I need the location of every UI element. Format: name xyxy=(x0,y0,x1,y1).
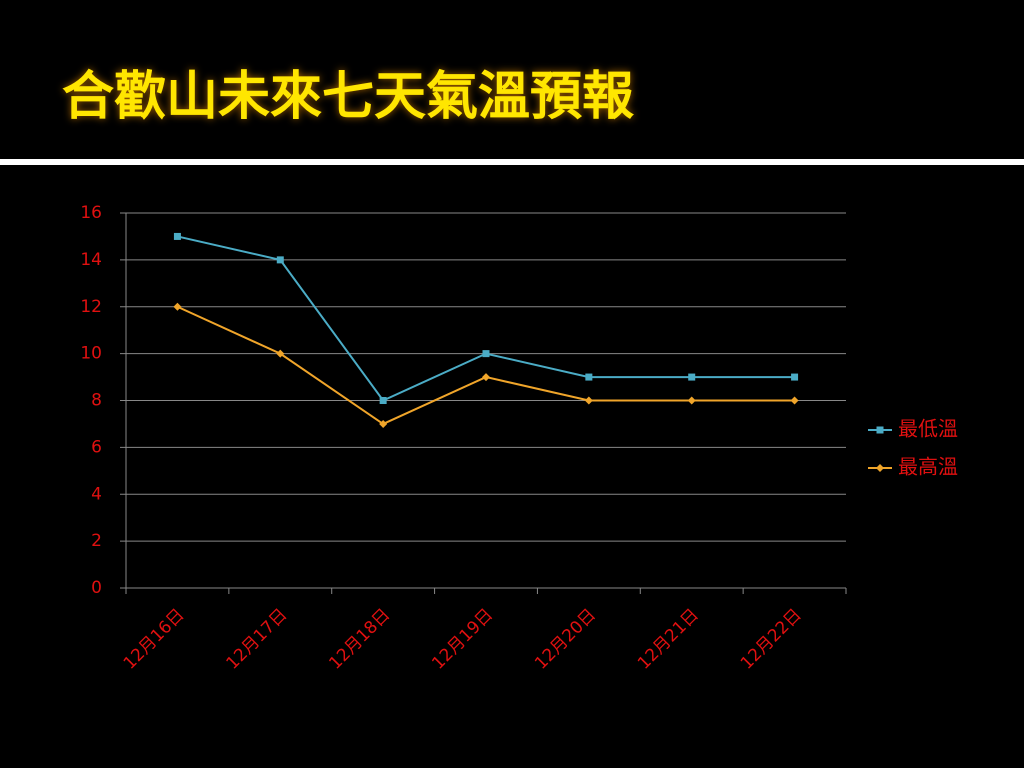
point-marker xyxy=(379,419,388,428)
point-marker xyxy=(482,373,490,382)
point-marker xyxy=(876,426,884,434)
point-marker xyxy=(688,373,696,381)
point-marker xyxy=(276,256,284,264)
y-tick-label: 16 xyxy=(80,203,102,223)
y-tick-label: 14 xyxy=(80,250,102,270)
point-marker xyxy=(173,232,181,240)
y-tick-label: 2 xyxy=(91,531,102,551)
legend-label: 最低溫 xyxy=(898,417,958,441)
point-marker xyxy=(876,464,884,472)
y-tick-label: 10 xyxy=(80,344,102,364)
chart-title: 合歡山未來七天氣溫預報 xyxy=(62,67,634,127)
point-marker xyxy=(379,397,387,404)
point-marker xyxy=(584,396,593,405)
point-marker xyxy=(173,302,182,311)
point-marker xyxy=(585,373,593,381)
y-tick-label: 0 xyxy=(91,578,102,598)
y-tick-label: 6 xyxy=(91,437,102,457)
point-marker xyxy=(687,396,696,405)
title-rule xyxy=(0,159,1024,165)
point-marker xyxy=(790,396,799,405)
y-tick-label: 12 xyxy=(80,297,102,317)
point-marker xyxy=(276,349,285,358)
y-tick-label: 4 xyxy=(91,484,102,504)
legend-label: 最高溫 xyxy=(898,455,958,479)
point-marker xyxy=(482,350,490,358)
y-tick-label: 8 xyxy=(91,391,102,411)
point-marker xyxy=(791,373,799,381)
